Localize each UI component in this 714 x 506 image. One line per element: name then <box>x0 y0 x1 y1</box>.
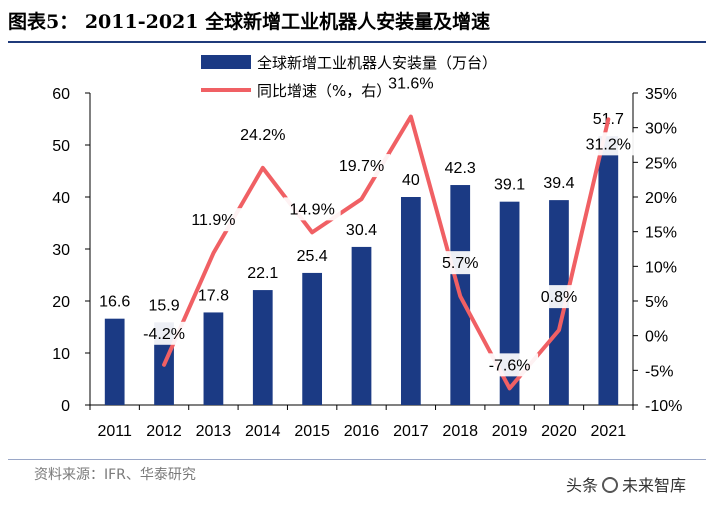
y-left-tick-label: 50 <box>52 138 70 155</box>
watermark-name: 未来智库 <box>622 476 687 495</box>
growth-value-label: 31.2% <box>586 136 631 153</box>
legend: 全球新增工业机器人安装量（万台） 同比增速（%，右） <box>201 54 497 100</box>
x-tick-label: 2015 <box>294 423 330 440</box>
bars <box>104 136 619 405</box>
growth-label-bg <box>234 122 292 146</box>
growth-label-bg <box>579 132 637 156</box>
growth-value-label: 5.7% <box>442 255 478 272</box>
legend-bar-label: 全球新增工业机器人安装量（万台） <box>257 54 497 72</box>
bar-value-label: 16.6 <box>99 294 130 311</box>
chart: 0 10 20 30 40 50 60 -10% -5% 0% 5% 10% 15% 20% 25% 30% 3… <box>52 54 682 440</box>
growth-labels: -4.2% 11.9% 24.2% 14.9% 19.7% 31.6% 5.7% -7.6% 0… <box>135 71 637 377</box>
x-tick-label: 2013 <box>196 423 232 440</box>
y-left-tick-label: 40 <box>52 190 70 207</box>
watermark-prefix: 头条 <box>566 476 599 495</box>
bar-value-label: 17.8 <box>198 287 229 304</box>
growth-value-label: 31.6% <box>388 76 433 93</box>
y-right-tick-label: -5% <box>645 363 673 380</box>
x-tick-label: 2014 <box>245 423 281 440</box>
growth-label-bg <box>333 154 390 178</box>
bar-value-label: 42.3 <box>445 160 476 177</box>
growth-label-bg <box>481 353 539 377</box>
y-right-tick-label: 30% <box>645 121 677 138</box>
y-left-tick-label: 60 <box>52 86 70 103</box>
bar <box>302 272 323 405</box>
bar-value-label: 15.9 <box>148 297 179 314</box>
x-tick-label: 2011 <box>97 423 132 440</box>
growth-label-bg <box>534 285 583 309</box>
growth-value-label: -4.2% <box>143 326 185 343</box>
y-left-tick-label: 10 <box>52 346 70 363</box>
x-tick-label: 2021 <box>591 423 627 440</box>
y-right-tick-label: 15% <box>645 225 677 242</box>
x-tick-label: 2017 <box>393 423 429 440</box>
growth-value-label: 11.9% <box>191 212 235 229</box>
y-right-tick-label: 25% <box>645 155 677 172</box>
bar-value-label: 30.4 <box>346 222 377 239</box>
x-tick-label: 2018 <box>442 423 478 440</box>
x-tick-label: 2012 <box>146 423 182 440</box>
y-left-tick-label: 0 <box>61 398 70 415</box>
growth-label-bg <box>382 71 440 95</box>
watermark: 头条 未来智库 <box>566 472 686 496</box>
y-right-tick-label: 5% <box>645 294 668 311</box>
bar-value-label: 39.1 <box>494 177 525 194</box>
growth-value-label: -7.6% <box>489 357 531 374</box>
growth-label-bg <box>436 251 485 275</box>
y-right-tick-label: 0% <box>645 329 668 346</box>
bar <box>400 197 421 405</box>
bar-value-label: 39.4 <box>543 175 574 192</box>
y-left-tick-label: 30 <box>52 242 70 259</box>
growth-value-label: 24.2% <box>240 127 285 144</box>
bar-value-label: 40 <box>402 172 420 189</box>
title-rule <box>8 41 706 43</box>
x-tick-label: 2016 <box>344 423 380 440</box>
watermark-icon <box>602 477 619 493</box>
y-right-tick-label: 20% <box>645 190 677 207</box>
bar-value-label: 22.1 <box>247 265 278 282</box>
growth-value-label: 14.9% <box>289 201 334 218</box>
y-right-tick-label: -10% <box>645 398 682 415</box>
legend-line-label: 同比增速（%，右） <box>257 82 391 100</box>
x-tick-label: 2019 <box>492 423 528 440</box>
x-tick-label: 2020 <box>541 423 577 440</box>
growth-label-bg <box>184 208 242 232</box>
source-note: 资料来源：IFR、华泰研究 <box>34 467 196 483</box>
figure-title: 图表5： 2011-2021 全球新增工业机器人安装量及增速 <box>8 11 491 33</box>
bar <box>252 290 273 405</box>
bar <box>351 246 372 405</box>
growth-value-label: 19.7% <box>339 158 384 175</box>
growth-value-label: 0.8% <box>541 289 577 306</box>
growth-label-bg <box>135 321 193 345</box>
source-rule <box>8 459 706 460</box>
y-right-tick-label: 10% <box>645 259 677 276</box>
legend-bar-swatch <box>201 55 251 69</box>
y-left-tick-label: 20 <box>52 294 70 311</box>
growth-label-bg <box>283 197 341 221</box>
axes: 0 10 20 30 40 50 60 -10% -5% 0% 5% 10% 15% 20% 25% 30% 3… <box>52 86 682 440</box>
y-right-tick-label: 35% <box>645 86 677 103</box>
bar <box>104 318 125 405</box>
bar-value-label: 25.4 <box>297 248 328 265</box>
bar <box>203 312 224 405</box>
bar <box>598 136 619 405</box>
